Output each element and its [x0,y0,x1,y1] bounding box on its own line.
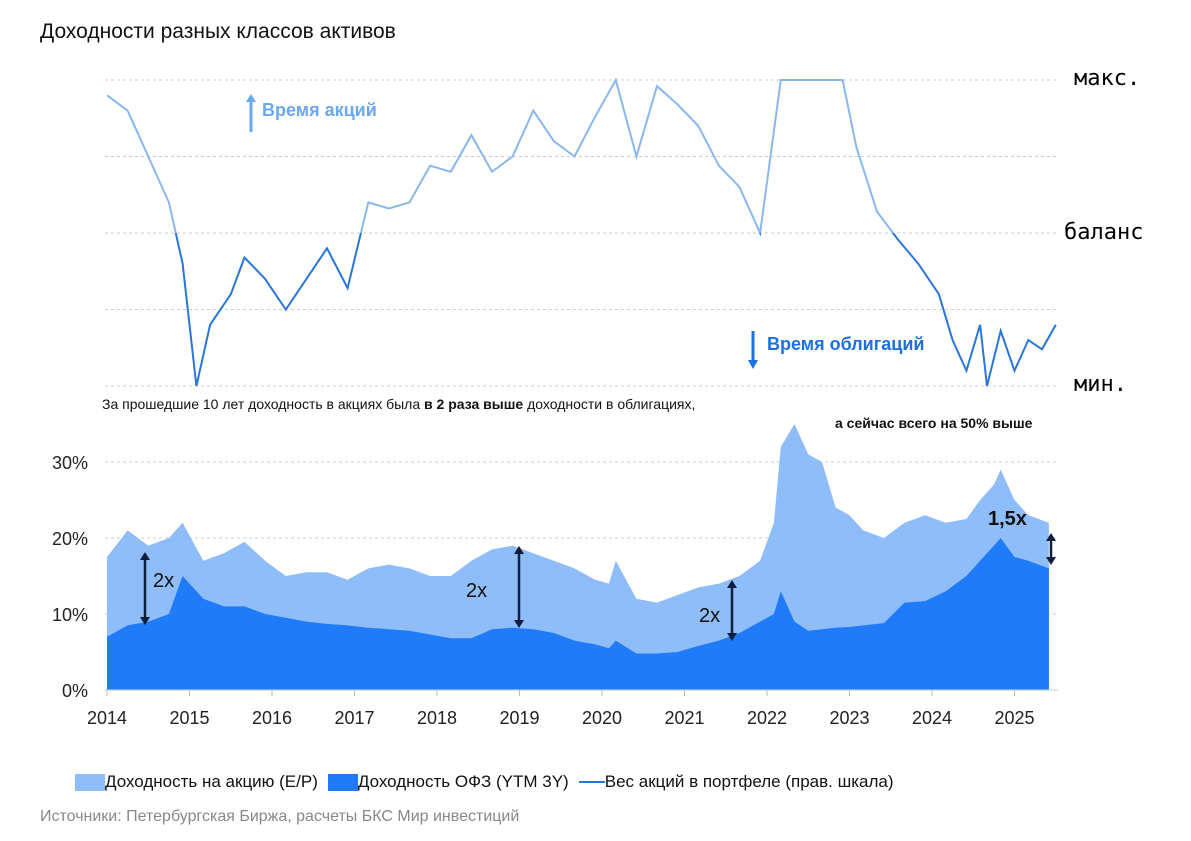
legend-swatch [578,781,605,783]
legend-label: Вес акций в портфеле (прав. шкала) [604,772,894,791]
y-tick-label: 20% [52,529,88,549]
x-tick-label: 2014 [87,708,127,728]
note-line1: За прошедшие 10 лет доходность в акциях … [102,396,695,412]
x-tick-label: 2024 [912,708,952,728]
arrow-head [1046,533,1056,541]
x-tick-label: 2023 [829,708,869,728]
x-tick-label: 2019 [499,708,539,728]
legend-item-weight: Вес акций в портфеле (прав. шкала) [578,772,894,792]
stocks-time-label: Время акций [262,100,377,120]
legend: Доходность на акцию (E/P) Доходность ОФЗ… [75,772,894,792]
legend-swatch [327,773,358,791]
note-bold: в 2 раза выше [424,396,524,412]
y-tick-label: 10% [52,605,88,625]
y-tick-label: 0% [62,681,88,701]
x-tick-label: 2025 [994,708,1034,728]
legend-label: Доходность ОФЗ (YTM 3Y) [357,772,569,791]
x-tick-label: 2016 [252,708,292,728]
x-tick-label: 2017 [334,708,374,728]
weight-line-high [106,77,895,233]
ofz-area [107,538,1049,690]
note-line2: а сейчас всего на 50% выше [835,415,1033,431]
right-label-min: мин. [1074,372,1127,397]
note-text: доходности в облигациях, [523,396,696,412]
bonds-time-label: Время облигаций [767,334,925,354]
x-tick-label: 2020 [582,708,622,728]
up-arrow-head [246,94,256,102]
ratio-label: 1,5x [988,508,1027,530]
x-tick-label: 2018 [417,708,457,728]
ratio-label: 2x [466,580,488,602]
source-note: Источники: Петербургская Биржа, расчеты … [40,808,520,825]
y-tick-label: 30% [52,453,88,473]
right-label-max: макс. [1074,66,1141,91]
arrow-head [514,620,524,628]
right-label-balance: баланс [1064,220,1144,245]
ratio-label: 2x [699,605,721,627]
arrow-head [727,580,737,588]
legend-label: Доходность на акцию (E/P) [105,772,318,791]
chart-title: Доходности разных классов активов [40,20,396,43]
legend-item-ofz: Доходность ОФЗ (YTM 3Y) [327,772,569,792]
legend-swatch [75,773,105,791]
x-tick-label: 2022 [747,708,787,728]
down-arrow-head [748,360,758,369]
arrow-head [514,546,524,554]
ep-area [107,424,1049,690]
legend-item-ep: Доходность на акцию (E/P) [75,772,318,792]
weight-line-low [174,233,1057,387]
arrow-head [140,617,150,625]
arrow-head [727,633,737,641]
x-tick-label: 2015 [169,708,209,728]
note-text: За прошедшие 10 лет доходность в акциях … [102,396,425,412]
ratio-label: 2x [153,570,175,592]
arrow-head [140,552,150,560]
arrow-head [1046,557,1056,565]
x-tick-label: 2021 [664,708,704,728]
